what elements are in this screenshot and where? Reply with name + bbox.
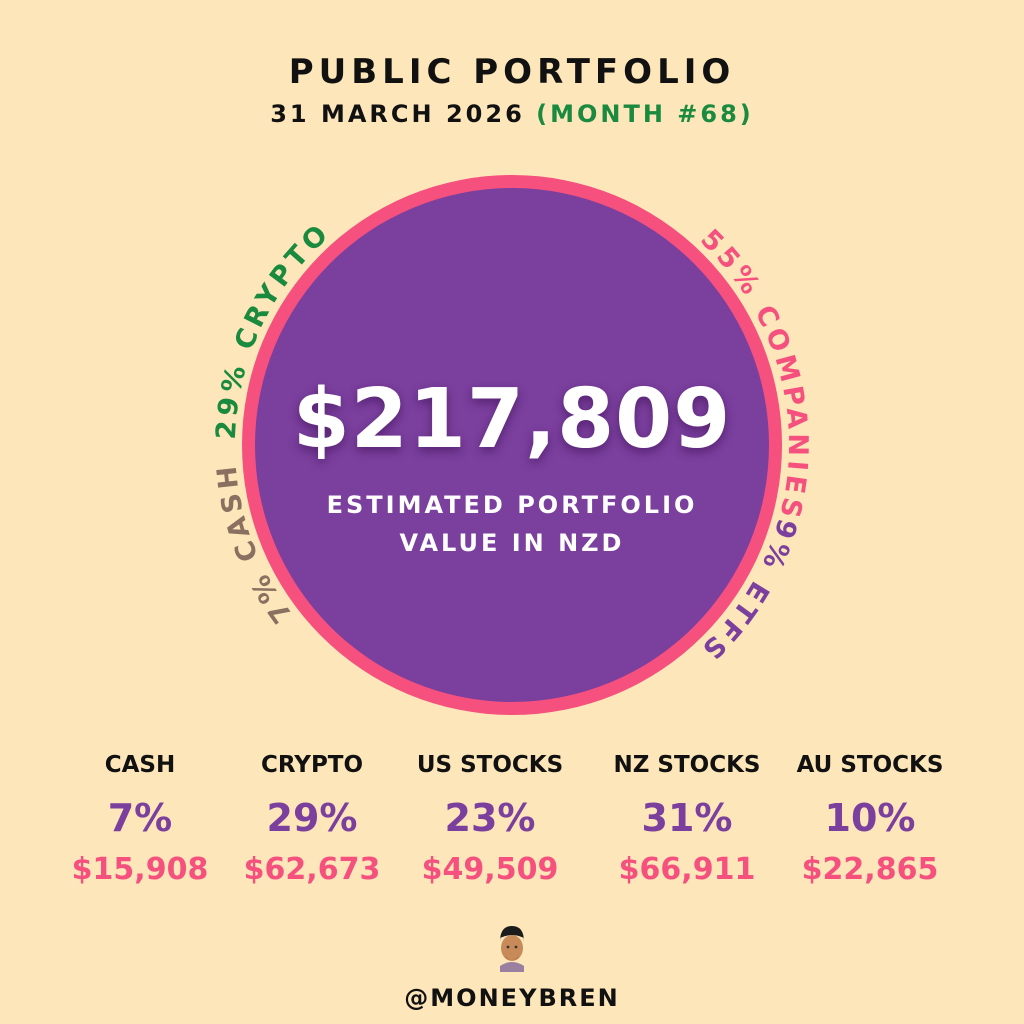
month-label: (MONTH #68) — [536, 100, 754, 128]
breakdown-value: $49,509 — [421, 852, 559, 887]
portfolio-caption: ESTIMATED PORTFOLIO VALUE IN NZD — [0, 486, 1024, 562]
caption-line-2: VALUE IN NZD — [399, 529, 625, 557]
breakdown-label: NZ STOCKS — [613, 752, 761, 778]
breakdown-percent: 23% — [444, 796, 536, 840]
breakdown-value: $66,911 — [618, 852, 756, 887]
breakdown-label: CRYPTO — [260, 752, 364, 778]
breakdown-label: US STOCKS — [416, 752, 564, 778]
portfolio-total: $217,809 — [292, 372, 732, 467]
breakdown-percent: 29% — [266, 796, 358, 840]
breakdown-cash: CASH 7% $15,908 — [45, 752, 235, 887]
breakdown-label: AU STOCKS — [796, 752, 944, 778]
caption-line-1: ESTIMATED PORTFOLIO — [326, 491, 698, 519]
date-label: 31 MARCH 2026 — [270, 100, 525, 128]
breakdown-value: $15,908 — [71, 852, 209, 887]
memoji-avatar-icon — [500, 926, 524, 972]
breakdown-au-stocks: AU STOCKS 10% $22,865 — [775, 752, 965, 887]
breakdown-crypto: CRYPTO 29% $62,673 — [217, 752, 407, 887]
breakdown-label: CASH — [104, 752, 176, 778]
breakdown-us-stocks: US STOCKS 23% $49,509 — [395, 752, 585, 887]
breakdown-percent: 31% — [641, 796, 733, 840]
breakdown-percent: 10% — [824, 796, 916, 840]
breakdown-percent: 7% — [107, 796, 173, 840]
breakdown-value: $62,673 — [243, 852, 381, 887]
page-subtitle: 31 MARCH 2026 (MONTH #68) — [0, 100, 1024, 128]
ring-inner — [255, 188, 769, 702]
page-title: PUBLIC PORTFOLIO — [288, 52, 736, 92]
breakdown-nz-stocks: NZ STOCKS 31% $66,911 — [592, 752, 782, 887]
social-handle: @MONEYBREN — [404, 984, 620, 1012]
breakdown-value: $22,865 — [801, 852, 939, 887]
